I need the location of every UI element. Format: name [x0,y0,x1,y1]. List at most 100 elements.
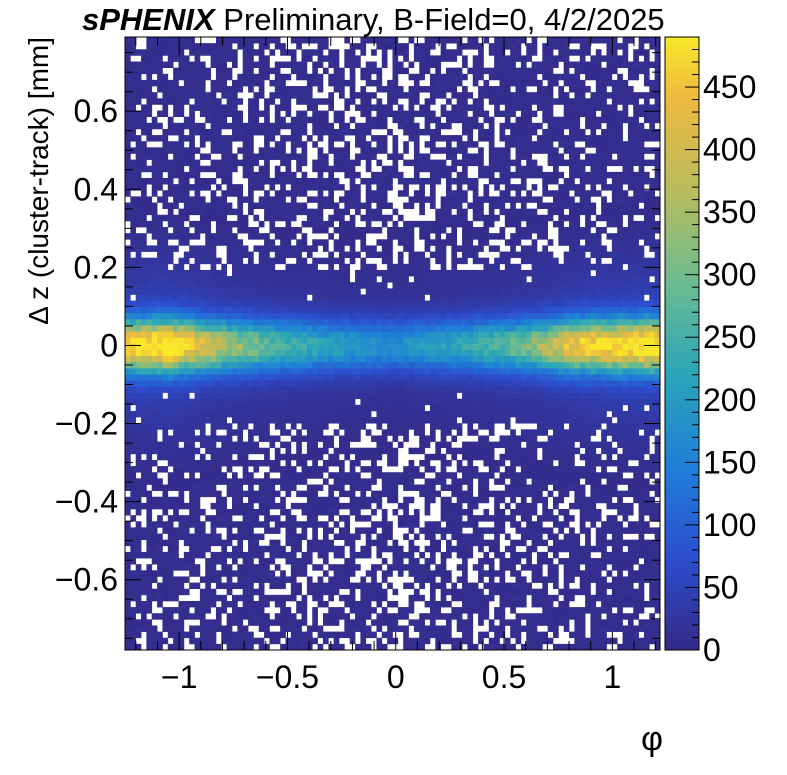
heatmap-cell [237,509,244,516]
heatmap-cell [167,539,174,547]
heatmap-cell [456,325,463,332]
heatmap-cell [339,269,345,277]
heatmap-cell [344,490,351,498]
heatmap-cell [301,294,308,301]
heatmap-cell [135,380,142,387]
heatmap-cell [360,177,367,185]
heatmap-cell [306,423,313,430]
heatmap-cell [141,122,147,130]
heatmap-cell [189,496,195,504]
heatmap-cell [237,429,244,436]
heatmap-cell [146,588,153,596]
heatmap-cell [248,484,254,491]
heatmap-cell [408,472,415,479]
heatmap-cell [258,300,265,308]
heatmap-cell [258,607,265,614]
heatmap-cell [429,73,436,81]
heatmap-cell [125,423,131,430]
heatmap-cell [456,37,463,44]
heatmap-cell [232,551,238,559]
heatmap-cell [151,159,158,167]
heatmap-cell [419,386,425,393]
heatmap-cell [248,588,254,596]
heatmap-cell [162,588,169,596]
heatmap-cell [435,349,441,357]
heatmap-cell [451,423,458,430]
heatmap-cell [387,582,393,590]
heatmap-cell [167,202,174,209]
heatmap-cell [456,202,463,209]
heatmap-cell [322,417,329,424]
heatmap-cell [173,86,179,93]
heatmap-cell [210,423,217,430]
heatmap-cell [456,92,463,99]
heatmap-cell [355,318,361,326]
heatmap-cell [451,484,458,491]
heatmap-cell [146,417,153,424]
heatmap-cell [301,570,308,577]
heatmap-cell [392,490,399,498]
heatmap-cell [125,643,131,651]
heatmap-cell [424,49,431,56]
heatmap-cell [183,79,190,87]
heatmap-cell [446,380,452,387]
heatmap-cell [135,600,142,608]
heatmap-cell [178,276,185,283]
heatmap-cell [413,135,420,142]
heatmap-cell [146,576,153,583]
heatmap-cell [178,110,185,118]
heatmap-cell [296,355,302,363]
heatmap-cell [301,435,308,442]
heatmap-cell [253,233,260,240]
heatmap-cell [178,43,185,50]
heatmap-cell [205,245,211,252]
heatmap-cell [194,79,201,87]
heatmap-cell [210,196,217,203]
heatmap-cell [189,453,195,461]
heatmap-cell [376,643,383,651]
heatmap-cell [141,61,147,68]
heatmap-cell [178,98,185,105]
heatmap-cell [296,343,302,350]
heatmap-cell [306,386,313,393]
heatmap-cell [349,331,356,338]
heatmap-cell [339,306,345,314]
heatmap-cell [392,380,399,387]
heatmap-cell [317,73,324,81]
heatmap-cell [210,466,217,473]
heatmap-cell [456,404,463,412]
heatmap-cell [141,349,147,357]
heatmap-cell [258,637,265,645]
heatmap-cell [237,533,244,541]
heatmap-cell [413,588,420,596]
heatmap-cell [440,306,447,314]
heatmap-cell [446,86,452,93]
heatmap-cell [333,459,340,467]
heatmap-cell [429,607,436,614]
heatmap-cell [312,441,318,449]
heatmap-cell [446,459,452,467]
heatmap-cell [205,116,211,124]
heatmap-cell [462,410,468,418]
heatmap-cell [301,337,308,344]
heatmap-cell [290,570,297,577]
heatmap-cell [141,392,147,400]
heatmap-cell [296,490,302,498]
heatmap-cell [189,337,195,344]
heatmap-cell [130,417,137,424]
heatmap-cell [199,374,206,381]
heatmap-cell [392,484,399,491]
heatmap-cell [419,282,425,289]
heatmap-cell [446,576,452,583]
heatmap-cell [189,380,195,387]
heatmap-cell [301,509,308,516]
heatmap-cell [371,153,377,160]
heatmap-cell [178,337,185,344]
heatmap-cell [199,588,206,596]
heatmap-cell [301,551,308,559]
heatmap-cell [312,79,318,87]
heatmap-cell [451,312,458,320]
heatmap-cell [397,104,404,111]
heatmap-cell [328,318,334,326]
heatmap-cell [264,343,270,350]
